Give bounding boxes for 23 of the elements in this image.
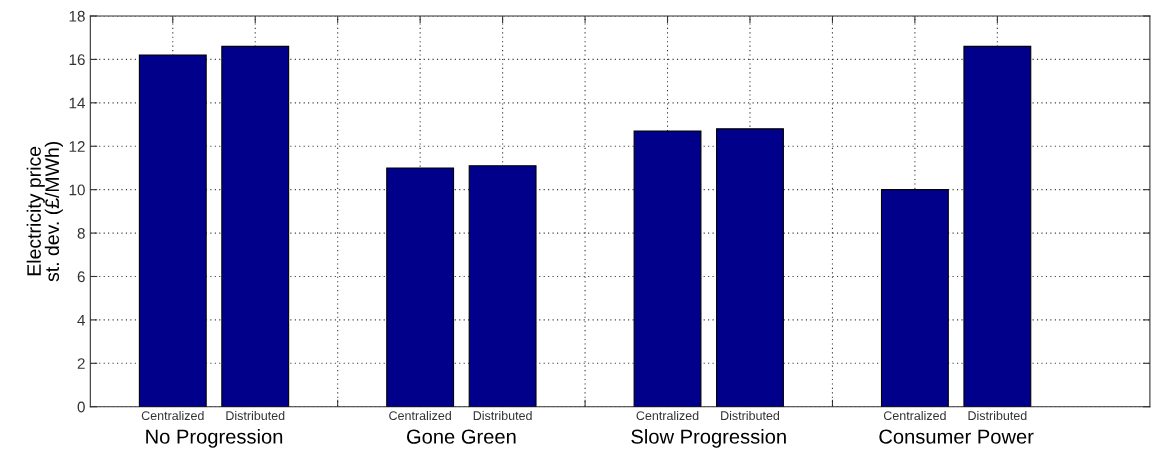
x-tick-label: Centralized: [636, 410, 699, 421]
text: Gone Green: [406, 429, 516, 444]
y-tick-label: 8: [77, 227, 85, 239]
y-tick-label: 12: [69, 141, 85, 152]
y-tick-label: 0: [77, 401, 85, 413]
text: No Progression: [146, 428, 283, 448]
text: Slow Progression: [631, 428, 786, 448]
x-tick-label: Centralized: [389, 410, 451, 421]
x-tick-label: Distributed: [968, 410, 1027, 421]
text: Consumer Power: [879, 429, 1034, 444]
x-tick-label: Centralized: [883, 410, 946, 421]
y-axis-title: Electricity price st. dev. (£/MWh): [26, 141, 63, 282]
y-tick-label: 18: [69, 10, 85, 22]
x-tick-label: Centralized: [141, 410, 204, 421]
y-tick-label: 6: [77, 271, 85, 283]
y-tick-label: 14: [69, 97, 86, 109]
y-tick-label: 4: [77, 314, 86, 326]
x-tick-label: Distributed: [473, 410, 532, 421]
y-tick-label: 2: [77, 358, 85, 369]
x-tick-label: Distributed: [721, 410, 780, 421]
y-tick-label: 10: [69, 184, 85, 196]
x-tick-label: Distributed: [226, 410, 285, 421]
y-tick-label: 16: [69, 54, 85, 66]
